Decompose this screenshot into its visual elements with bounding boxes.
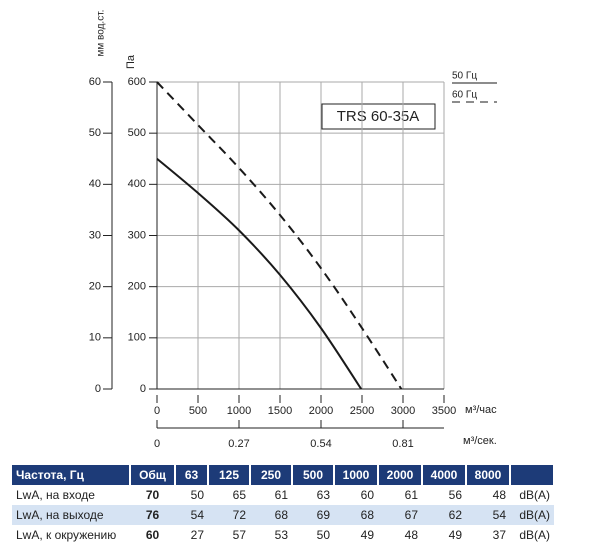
y2-tick-label: 0 (95, 383, 101, 395)
table-cell: LwA, к окружению (16, 528, 117, 542)
table-cell: 54 (175, 505, 208, 525)
table-cell: 56 (448, 488, 462, 502)
table-row: LwA, на входе 70 50 65 61 63 60 61 56 48 dB(A) (12, 485, 554, 505)
x2-tick-label: 0.27 (228, 438, 249, 450)
y-tick-label: 400 (128, 178, 146, 190)
x-tick-label: 0 (154, 405, 160, 417)
table-cell: 60 (145, 528, 160, 542)
table-cell: 61 (274, 488, 288, 502)
table-cell: 63 (175, 465, 209, 485)
x-tick-label: 3000 (391, 405, 415, 417)
y2-axis-label: мм вод.ст. (96, 10, 107, 57)
table-cell: Общ (130, 465, 176, 485)
table-cell: 27 (190, 528, 204, 542)
table-cell: 70 (145, 488, 160, 502)
table-cell: LwA, на выходе (12, 505, 130, 525)
table-cell: 50 (316, 528, 330, 542)
y-tick-label: 200 (128, 281, 146, 293)
x-axis-label: м³/час (465, 404, 497, 416)
table-cell: 69 (292, 505, 334, 525)
x-tick-label: 1500 (268, 405, 292, 417)
y2-tick-label: 40 (89, 178, 101, 190)
table-cell: 65 (232, 488, 246, 502)
curve (156, 157, 363, 390)
table-cell: 53 (274, 528, 288, 542)
x2-tick-label: 0 (154, 438, 160, 450)
table-cell (510, 465, 555, 485)
legend-label: 50 Гц (452, 71, 477, 82)
table-cell: 49 (448, 528, 462, 542)
table-row: LwA, на выходе 76 54 72 68 69 68 67 62 54 dB(A) (12, 505, 554, 525)
curve (156, 81, 403, 390)
annotation: TRS 60-35A (337, 108, 420, 125)
x2-tick-label: 0.81 (392, 438, 413, 450)
table-cell: 8000 (466, 465, 511, 485)
y2-tick-label: 20 (89, 281, 101, 293)
table-cell: dB(A) (519, 488, 550, 502)
y-tick-label: 600 (128, 76, 146, 88)
table-cell: 57 (232, 528, 246, 542)
table-cell: 48 (492, 488, 506, 502)
x2-tick-label: 0.54 (310, 438, 331, 450)
x-tick-label: 1000 (227, 405, 251, 417)
table-cell: Частота, Гц (12, 465, 131, 485)
table-cell: dB(A) (519, 528, 550, 542)
table-cell: 500 (292, 465, 335, 485)
y-tick-label: 300 (128, 229, 146, 241)
table-cell: 2000 (378, 465, 423, 485)
annotation-box (321, 103, 436, 130)
table-cell: 68 (250, 505, 292, 525)
table-cell: 68 (334, 505, 378, 525)
table-cell: 37 (492, 528, 506, 542)
chart: TRS 60-35A Па мм вод.ст. м³/час м³/сек. … (89, 10, 497, 450)
table-cell: LwA, на входе (16, 488, 95, 502)
x-tick-label: 500 (189, 405, 207, 417)
table-cell: 49 (360, 528, 374, 542)
table-cell: 54 (466, 505, 510, 525)
x-tick-label: 2500 (350, 405, 374, 417)
sound-table: Частота, Гц Общ 63 125 250 500 1000 2000 4000 800… (12, 465, 555, 545)
table-cell: 62 (422, 505, 466, 525)
table-cell: 1000 (334, 465, 379, 485)
table-cell: 72 (208, 505, 250, 525)
table-cell: 50 (190, 488, 204, 502)
table-cell: 76 (130, 505, 175, 525)
y2-tick-label: 30 (89, 229, 101, 241)
table-row: LwA, к окружению 60 27 57 53 50 49 48 49 37 dB(A) (12, 525, 554, 545)
y2-tick-label: 50 (89, 127, 101, 139)
y-tick-label: 0 (140, 383, 146, 395)
table-cell: 4000 (422, 465, 467, 485)
table-cell: 60 (360, 488, 374, 502)
table-cell: 63 (316, 488, 330, 502)
x-tick-label: 3500 (432, 405, 456, 417)
y-axis-label: Па (125, 54, 137, 69)
table-cell: 61 (404, 488, 418, 502)
y2-tick-label: 60 (89, 76, 101, 88)
table-header: Частота, Гц Общ 63 125 250 500 1000 2000 4000 800… (12, 465, 555, 485)
x-tick-label: 2000 (309, 405, 333, 417)
y-tick-label: 100 (128, 332, 146, 344)
x2-axis-label: м³/сек. (463, 435, 497, 447)
table-cell: 250 (250, 465, 293, 485)
table-cell: 48 (404, 528, 418, 542)
legend-label: 60 Гц (452, 90, 477, 101)
table-cell: dB(A) (510, 505, 554, 525)
table-cell: 125 (208, 465, 251, 485)
y2-tick-label: 10 (89, 332, 101, 344)
table-cell: 67 (378, 505, 422, 525)
y-tick-label: 500 (128, 127, 146, 139)
